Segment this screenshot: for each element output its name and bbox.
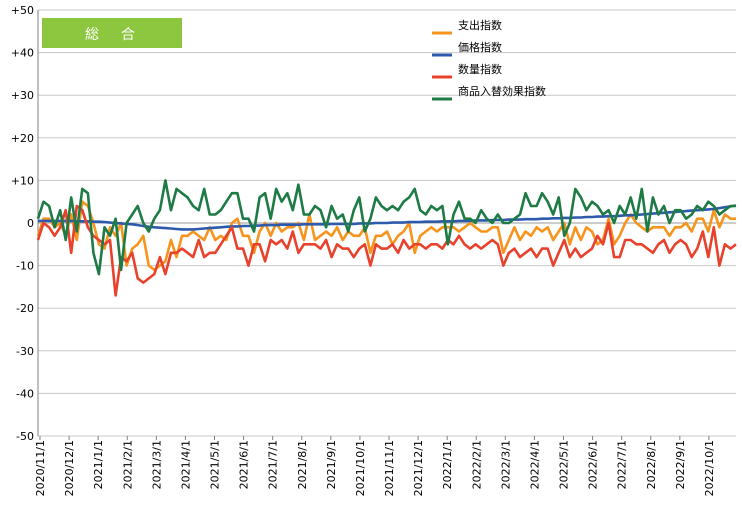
series-line	[36, 179, 736, 276]
x-tick-label: 2022/4/1	[528, 440, 541, 489]
x-tick-label: 2021/10/1	[354, 440, 367, 496]
x-tick-label: 2022/8/1	[645, 440, 658, 489]
x-tick-label: 2021/7/1	[267, 440, 280, 489]
series-line	[36, 200, 736, 272]
badge-background	[42, 18, 182, 48]
y-tick-label: -20	[16, 302, 34, 315]
badge: 総 合	[42, 18, 182, 48]
x-tick-label: 2022/6/1	[587, 440, 600, 489]
x-tick-label: 2022/5/1	[558, 440, 571, 489]
y-tick-label: -30	[16, 345, 34, 358]
badge-label: 総 合	[85, 27, 139, 43]
x-tick-label: 2022/3/1	[499, 440, 512, 489]
legend-label: 価格指数	[458, 40, 502, 54]
x-tick-label: 2022/2/1	[470, 440, 483, 489]
x-tick-label: 2021/4/1	[179, 440, 192, 489]
y-tick-label: +30	[11, 89, 34, 102]
x-tick-label: 2020/12/1	[63, 440, 76, 496]
series-lines	[36, 179, 737, 297]
series-line	[38, 204, 737, 231]
x-tick-label: 2021/9/1	[325, 440, 338, 489]
x-tick-label: 2021/3/1	[150, 440, 163, 489]
x-tick-label: 2021/11/1	[383, 440, 396, 496]
series-line	[36, 204, 737, 297]
x-tick-label: 2021/1/1	[92, 440, 105, 489]
x-tick-label: 2021/6/1	[238, 440, 251, 489]
x-tick-label: 2021/8/1	[296, 440, 309, 489]
legend-label: 商品入替効果指数	[458, 84, 546, 98]
x-tick-label: 2022/1/1	[441, 440, 454, 489]
x-tick-label: 2021/5/1	[209, 440, 222, 489]
y-tick-label: -40	[16, 387, 34, 400]
legend-label: 支出指数	[458, 18, 502, 32]
y-tick-label: -50	[16, 430, 34, 443]
legend-label: 数量指数	[458, 62, 502, 76]
y-axis: +50 +40 +30 +20 +10 0 -10 -20 -30 -40 -50	[11, 4, 39, 443]
x-tick-label: 2022/10/1	[703, 440, 716, 496]
y-tick-label: +40	[11, 47, 34, 60]
y-tick-label: 0	[27, 217, 34, 230]
x-tick-label: 2022/7/1	[616, 440, 629, 489]
x-axis: 2020/11/1 2020/12/1 2021/1/1 2021/2/1 2021/3…	[34, 436, 716, 496]
x-tick-label: 2020/11/1	[34, 440, 47, 496]
x-tick-label: 2022/9/1	[674, 440, 687, 489]
y-tick-label: +10	[11, 174, 34, 187]
y-tick-label: -10	[16, 260, 34, 273]
y-tick-label: +20	[11, 132, 34, 145]
y-tick-label: +50	[11, 4, 34, 17]
x-tick-label: 2021/12/1	[412, 440, 425, 496]
x-tick-label: 2021/2/1	[121, 440, 134, 489]
